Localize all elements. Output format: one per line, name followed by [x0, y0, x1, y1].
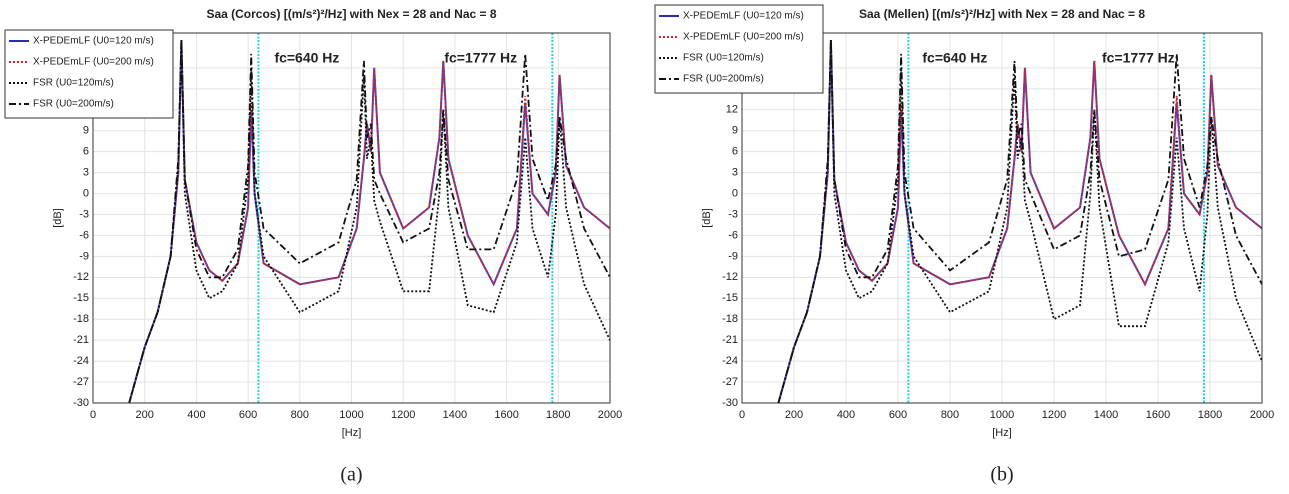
- y-tick-label: -24: [722, 355, 738, 367]
- x-tick-label: 200: [785, 409, 803, 421]
- annotation: fc=1777 Hz: [1102, 50, 1175, 66]
- legend-box: [654, 4, 824, 94]
- plot-border: [741, 32, 1263, 404]
- y-tick-label: -30: [722, 397, 738, 409]
- legend-text: FSR (U0=120m/s): [33, 78, 114, 89]
- legend-text: FSR (U0=200m/s): [33, 99, 114, 110]
- x-tick-label: 1600: [494, 409, 518, 421]
- series-line: [128, 39, 610, 403]
- x-tick-label: 400: [187, 409, 205, 421]
- series-line: [128, 39, 610, 403]
- y-tick-label: -18: [73, 313, 89, 325]
- caption: (a): [340, 464, 362, 486]
- y-tick-label: 6: [732, 146, 738, 158]
- x-tick-label: 1200: [1042, 409, 1066, 421]
- y-tick-label: 0: [83, 187, 89, 199]
- x-tick-label: 1400: [443, 409, 467, 421]
- y-tick-label: 6: [83, 146, 89, 158]
- legend-text: X-PEDEmLF (U0=200 m/s): [33, 57, 154, 68]
- x-tick-label: 200: [136, 409, 154, 421]
- x-tick-label: 0: [739, 409, 745, 421]
- x-tick-label: 1200: [391, 409, 415, 421]
- y-tick-label: -24: [73, 355, 89, 367]
- legend-text: FSR (U0=200m/s): [683, 74, 764, 85]
- annotation: fc=640 Hz: [922, 50, 987, 66]
- series-line: [777, 39, 1262, 403]
- annotation: fc=640 Hz: [274, 50, 339, 66]
- x-tick-label: 2000: [1250, 409, 1274, 421]
- x-tick-label: 400: [837, 409, 855, 421]
- y-axis-label: [dB]: [701, 208, 713, 228]
- series-line: [777, 39, 1262, 403]
- x-tick-label: 1000: [339, 409, 363, 421]
- y-tick-label: -9: [79, 250, 89, 262]
- x-tick-label: 0: [90, 409, 96, 421]
- annotation: fc=1777 Hz: [444, 50, 517, 66]
- y-tick-label: -15: [73, 292, 89, 304]
- y-tick-label: -3: [79, 208, 89, 220]
- x-axis-label: [Hz]: [992, 427, 1012, 439]
- legend-text: FSR (U0=120m/s): [683, 53, 764, 64]
- x-tick-label: 1800: [546, 409, 570, 421]
- x-tick-label: 800: [941, 409, 959, 421]
- x-tick-label: 800: [291, 409, 309, 421]
- y-tick-label: -27: [722, 376, 738, 388]
- y-tick-label: -6: [728, 229, 738, 241]
- y-tick-label: 0: [732, 187, 738, 199]
- legend-text: X-PEDEmLF (U0=200 m/s): [683, 32, 804, 43]
- x-tick-label: 1800: [1198, 409, 1222, 421]
- x-tick-label: 1600: [1146, 409, 1170, 421]
- series-line: [128, 39, 610, 403]
- y-tick-label: 12: [726, 104, 738, 116]
- y-tick-label: -30: [73, 397, 89, 409]
- legend-text: X-PEDEmLF (U0=120 m/s): [33, 36, 154, 47]
- y-tick-label: -21: [73, 334, 89, 346]
- plot-border: [92, 32, 611, 404]
- y-tick-label: -15: [722, 292, 738, 304]
- chart-title: Saa (Corcos) [(m/s²)²/Hz] with Nex = 28 …: [206, 7, 496, 21]
- x-axis-label: [Hz]: [342, 427, 362, 439]
- y-tick-label: 3: [732, 167, 738, 179]
- y-tick-label: -21: [722, 334, 738, 346]
- y-axis-label: [dB]: [52, 208, 64, 228]
- caption: (b): [990, 464, 1013, 486]
- y-tick-label: -27: [73, 376, 89, 388]
- y-tick-label: -9: [728, 250, 738, 262]
- legend-text: X-PEDEmLF (U0=120 m/s): [683, 11, 804, 22]
- y-tick-label: 9: [732, 125, 738, 137]
- y-tick-label: -12: [722, 271, 738, 283]
- x-tick-label: 600: [889, 409, 907, 421]
- y-tick-label: -6: [79, 229, 89, 241]
- y-tick-label: -3: [728, 208, 738, 220]
- y-tick-label: 3: [83, 167, 89, 179]
- y-tick-label: 9: [83, 125, 89, 137]
- x-tick-label: 1000: [990, 409, 1014, 421]
- x-tick-label: 2000: [598, 409, 622, 421]
- x-tick-label: 1400: [1094, 409, 1118, 421]
- chart-title: Saa (Mellen) [(m/s²)²/Hz] with Nex = 28 …: [859, 7, 1145, 21]
- x-tick-label: 600: [239, 409, 257, 421]
- y-tick-label: -12: [73, 271, 89, 283]
- legend-box: [4, 29, 174, 119]
- y-tick-label: -18: [722, 313, 738, 325]
